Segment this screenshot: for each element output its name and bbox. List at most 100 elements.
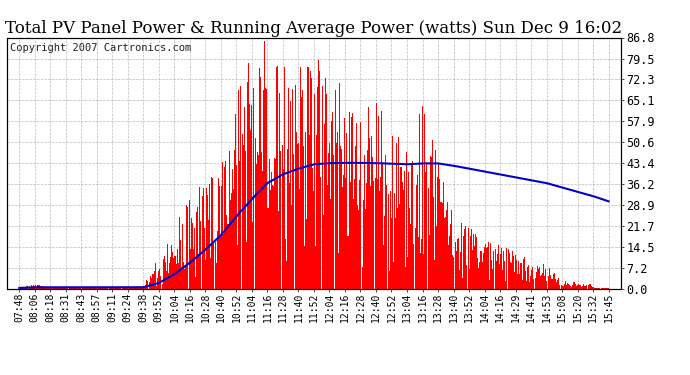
Bar xyxy=(171,245,172,289)
Bar xyxy=(204,228,205,289)
Bar xyxy=(208,220,209,289)
Bar xyxy=(154,271,155,289)
Bar xyxy=(22,287,23,289)
Bar xyxy=(135,287,137,289)
Title: Total PV Panel Power & Running Average Power (watts) Sun Dec 9 16:02: Total PV Panel Power & Running Average P… xyxy=(6,20,622,38)
Bar xyxy=(520,263,522,289)
Bar xyxy=(47,287,48,289)
Bar xyxy=(150,278,152,289)
Bar xyxy=(511,263,512,289)
Bar xyxy=(266,89,268,289)
Bar xyxy=(75,288,76,289)
Bar xyxy=(251,105,253,289)
Bar xyxy=(295,132,297,289)
Bar xyxy=(90,288,91,289)
Bar xyxy=(159,269,160,289)
Bar xyxy=(106,288,108,289)
Bar xyxy=(397,207,398,289)
Bar xyxy=(585,286,586,289)
Bar xyxy=(73,288,74,289)
Bar xyxy=(490,243,491,289)
Text: Copyright 2007 Cartronics.com: Copyright 2007 Cartronics.com xyxy=(10,42,191,52)
Bar xyxy=(198,254,199,289)
Bar xyxy=(514,272,515,289)
Bar xyxy=(33,285,34,289)
Bar xyxy=(300,67,301,289)
Bar xyxy=(315,246,316,289)
Bar xyxy=(590,284,591,289)
Bar xyxy=(368,107,369,289)
Bar xyxy=(525,271,526,289)
Bar xyxy=(581,287,582,289)
Bar xyxy=(566,285,567,289)
Bar xyxy=(385,155,386,289)
Bar xyxy=(480,251,482,289)
Bar xyxy=(43,286,45,289)
Bar xyxy=(403,190,404,289)
Bar xyxy=(139,287,140,289)
Bar xyxy=(579,285,580,289)
Bar xyxy=(92,288,93,289)
Bar xyxy=(413,244,415,289)
Bar xyxy=(586,285,587,289)
Bar xyxy=(259,69,260,289)
Bar xyxy=(540,276,541,289)
Bar xyxy=(49,288,50,289)
Bar xyxy=(110,288,112,289)
Bar xyxy=(386,185,388,289)
Bar xyxy=(314,94,315,289)
Bar xyxy=(253,88,255,289)
Bar xyxy=(608,288,609,289)
Bar xyxy=(595,288,596,289)
Bar xyxy=(24,287,26,289)
Bar xyxy=(226,215,228,289)
Bar xyxy=(262,171,263,289)
Bar xyxy=(132,288,133,289)
Bar xyxy=(260,77,261,289)
Bar xyxy=(270,172,272,289)
Bar xyxy=(215,262,217,289)
Bar xyxy=(596,288,598,289)
Bar xyxy=(602,288,604,289)
Bar xyxy=(236,165,237,289)
Bar xyxy=(406,153,407,289)
Bar xyxy=(491,260,493,289)
Bar xyxy=(526,281,527,289)
Bar xyxy=(52,288,53,289)
Bar xyxy=(320,177,322,289)
Bar xyxy=(447,201,448,289)
Bar xyxy=(148,282,150,289)
Bar xyxy=(57,288,58,289)
Bar xyxy=(434,260,435,289)
Bar xyxy=(420,254,421,289)
Bar xyxy=(390,191,391,289)
Bar xyxy=(156,286,157,289)
Bar xyxy=(542,273,543,289)
Bar xyxy=(46,288,47,289)
Bar xyxy=(165,262,166,289)
Bar xyxy=(407,257,408,289)
Bar xyxy=(383,245,384,289)
Bar xyxy=(381,111,382,289)
Bar xyxy=(153,274,154,289)
Bar xyxy=(66,288,68,289)
Bar xyxy=(329,143,330,289)
Bar xyxy=(137,287,138,289)
Bar xyxy=(505,281,506,289)
Bar xyxy=(463,236,464,289)
Bar xyxy=(233,189,234,289)
Bar xyxy=(228,150,230,289)
Bar xyxy=(343,175,344,289)
Bar xyxy=(411,165,413,289)
Bar xyxy=(121,288,123,289)
Bar xyxy=(512,251,513,289)
Bar xyxy=(345,178,346,289)
Bar xyxy=(72,288,73,289)
Bar xyxy=(157,278,158,289)
Bar xyxy=(391,218,392,289)
Bar xyxy=(405,267,406,289)
Bar xyxy=(435,150,436,289)
Bar xyxy=(143,286,144,289)
Bar xyxy=(539,267,540,289)
Bar xyxy=(303,146,304,289)
